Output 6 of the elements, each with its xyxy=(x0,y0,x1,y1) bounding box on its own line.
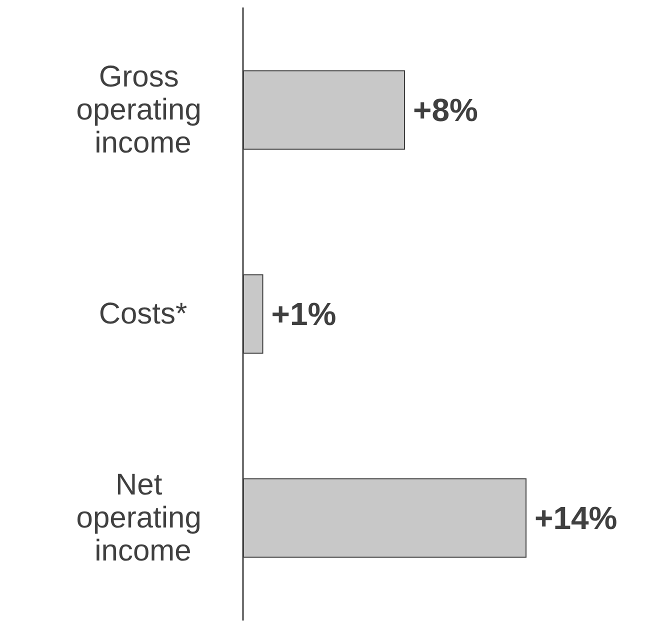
y-tick-label: Net operating income xyxy=(76,468,210,568)
y-tick-label: Gross operating income xyxy=(76,60,210,160)
data-label: +1% xyxy=(271,296,336,332)
data-label: +8% xyxy=(413,92,478,128)
y-tick-label: Costs* xyxy=(98,298,188,330)
data-label: +14% xyxy=(534,500,618,536)
